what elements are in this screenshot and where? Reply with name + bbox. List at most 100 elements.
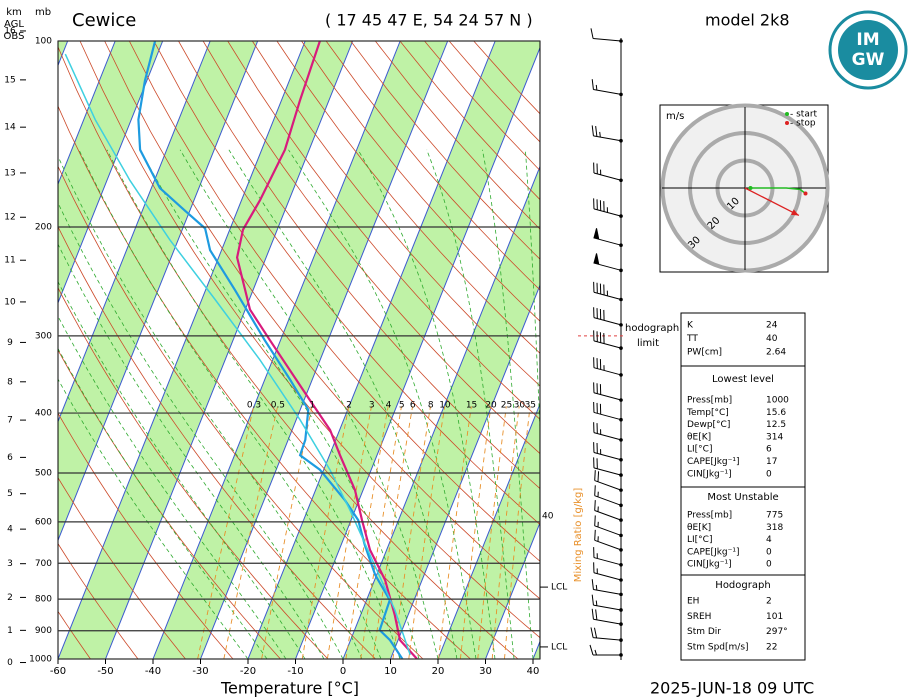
mixing-ratio-label: 3 bbox=[369, 401, 375, 411]
x-tick-label: 40 bbox=[527, 666, 540, 677]
mixing-ratio-label: 35 bbox=[525, 401, 536, 411]
wind-point bbox=[619, 622, 623, 626]
isotherm bbox=[295, 46, 540, 659]
wind-point bbox=[619, 653, 623, 657]
stat-label: Stm Dir bbox=[687, 627, 721, 637]
legend-dot bbox=[785, 121, 789, 125]
wind-point bbox=[619, 438, 623, 442]
hodograph-limit-label: hodograph bbox=[625, 323, 679, 334]
wind-barb bbox=[594, 515, 622, 536]
moist-adiabat bbox=[58, 378, 249, 659]
stat-label: Dewp[°C] bbox=[687, 420, 730, 430]
section-title: Hodograph bbox=[715, 580, 770, 591]
mixing-ratio-label: 1 bbox=[309, 401, 315, 411]
wind-point bbox=[619, 488, 623, 492]
wind-point bbox=[619, 533, 623, 538]
dry-adiabat bbox=[202, 41, 540, 455]
x-tick-label: 10 bbox=[384, 666, 397, 677]
wind-barb bbox=[591, 579, 622, 595]
isotherm bbox=[485, 521, 540, 659]
height-tick-label: 16 bbox=[4, 26, 16, 36]
storm-arrowhead bbox=[790, 209, 799, 216]
wind-point bbox=[619, 503, 623, 508]
stat-label: TT bbox=[686, 334, 698, 344]
stat-value: 6 bbox=[766, 445, 772, 455]
height-tick-label: 12 bbox=[4, 213, 15, 223]
moist-adiabat bbox=[524, 149, 540, 438]
x-tick-label: -40 bbox=[145, 666, 161, 677]
height-tick-label: 8 bbox=[7, 377, 13, 387]
stat-value: 4 bbox=[766, 535, 772, 545]
hodograph-line bbox=[750, 187, 806, 195]
mixing-ratio-label: 2 bbox=[346, 401, 352, 411]
y-tick-label: 1000 bbox=[29, 655, 52, 665]
wind-barb bbox=[593, 253, 622, 271]
wind-barb bbox=[593, 402, 622, 421]
wind-barb bbox=[590, 28, 622, 42]
stat-label: CIN[Jkg⁻¹] bbox=[687, 560, 732, 570]
dry-adiabat bbox=[58, 287, 329, 659]
height-tick-label: 13 bbox=[4, 168, 15, 178]
wind-barb bbox=[589, 644, 621, 656]
isotherm-band bbox=[58, 41, 353, 659]
wind-barb bbox=[593, 307, 622, 326]
x-tick-label: -20 bbox=[240, 666, 256, 677]
date: 2025-JUN-18 09 UTC bbox=[650, 679, 814, 698]
stat-value: 318 bbox=[766, 523, 783, 533]
stat-value: 314 bbox=[766, 432, 783, 442]
height-tick-label: 1 bbox=[7, 626, 13, 636]
stat-value: 0 bbox=[766, 560, 772, 570]
isotherm bbox=[58, 41, 164, 305]
wind-barb bbox=[593, 228, 622, 246]
isotherm bbox=[247, 41, 496, 659]
height-tick-label: 3 bbox=[7, 559, 13, 569]
station: Cewice bbox=[72, 10, 136, 31]
profile-line bbox=[64, 53, 411, 656]
stat-label: θE[K] bbox=[687, 523, 711, 533]
dry-adiabat bbox=[58, 412, 234, 659]
dry-adiabat bbox=[153, 41, 540, 525]
wind-point bbox=[619, 473, 623, 477]
mixing-ratio-label: 0.3 bbox=[247, 401, 261, 411]
stat-value: 17 bbox=[766, 457, 777, 467]
moist-adiabat bbox=[58, 347, 268, 659]
stat-value: 22 bbox=[766, 642, 777, 652]
height-tick-label: 6 bbox=[7, 453, 13, 463]
section-title: Lowest level bbox=[712, 374, 774, 385]
wind-barb bbox=[593, 442, 622, 461]
wind-barb bbox=[594, 500, 622, 521]
wind-point bbox=[619, 398, 623, 402]
wind-point bbox=[619, 373, 623, 377]
wind-barb bbox=[591, 594, 622, 611]
wind-barb bbox=[591, 125, 622, 142]
height-tick-label: 7 bbox=[7, 416, 13, 426]
height-axis-title: AGL bbox=[4, 19, 24, 30]
profile-line bbox=[235, 41, 418, 659]
wind-barb bbox=[594, 529, 622, 551]
y-tick-label: 200 bbox=[35, 223, 52, 233]
wind-barb bbox=[593, 198, 622, 217]
x-tick-label: -50 bbox=[97, 666, 113, 677]
wind-point bbox=[619, 417, 623, 422]
height-tick-label: 4 bbox=[7, 525, 13, 535]
legend-label: - start bbox=[790, 110, 818, 120]
logo-text: IM bbox=[856, 30, 879, 50]
wind-point bbox=[619, 562, 623, 567]
wind-barb bbox=[591, 79, 622, 95]
wind-barb bbox=[593, 357, 622, 376]
dry-adiabat bbox=[301, 41, 540, 322]
wind-barb bbox=[593, 330, 622, 349]
dry-adiabat bbox=[58, 225, 376, 659]
mixing-ratio-title: Mixing Ratio [g/kg] bbox=[573, 488, 584, 583]
mixing-ratio-label: 6 bbox=[410, 401, 416, 411]
y-tick-label: 800 bbox=[35, 595, 52, 605]
dry-adiabat bbox=[58, 476, 186, 659]
x-tick-label: 0 bbox=[340, 666, 346, 677]
y-tick-label: 400 bbox=[35, 409, 52, 419]
stat-value: 297° bbox=[766, 627, 788, 637]
dry-adiabat bbox=[276, 41, 540, 354]
stat-label: Stm Spd[m/s] bbox=[687, 642, 749, 652]
dry-adiabat bbox=[178, 41, 540, 490]
isotherm bbox=[58, 41, 259, 542]
coords: ( 17 45 47 E, 54 24 57 N ) bbox=[325, 11, 533, 30]
